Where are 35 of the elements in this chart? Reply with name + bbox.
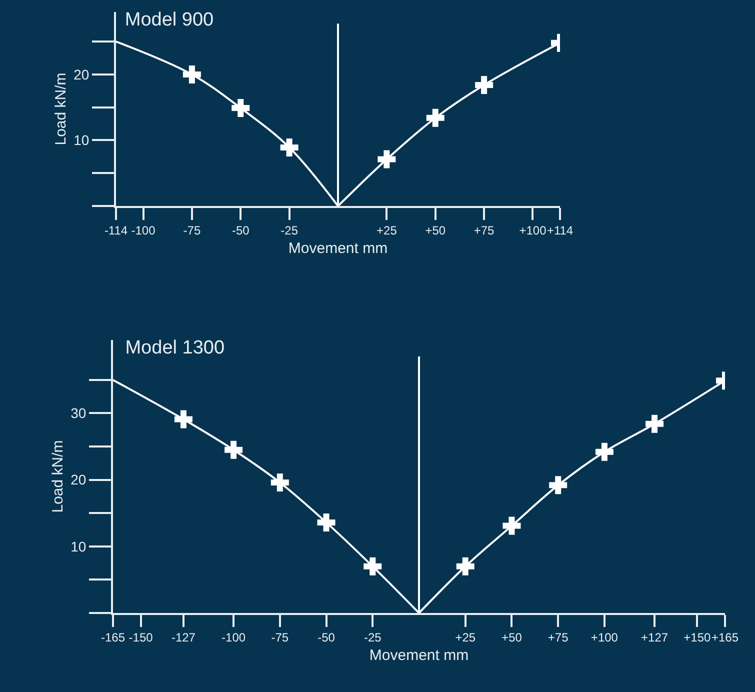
x-tick-label: -165 <box>100 630 126 644</box>
x-tick-label: -100 <box>131 223 156 238</box>
y-tick-label: 20 <box>70 472 86 488</box>
x-tick-label: -127 <box>171 630 196 644</box>
x-tick-label: +50 <box>425 223 446 238</box>
x-tick-label: -75 <box>183 223 201 238</box>
x-axis-title: Movement mm <box>369 646 469 664</box>
x-tick-label: -150 <box>128 630 154 644</box>
chart-title: Model 900 <box>124 9 214 30</box>
y-axis-title: Load kN/m <box>49 440 66 513</box>
x-tick-label: -75 <box>271 630 289 644</box>
y-tick-label: 10 <box>70 538 86 554</box>
x-tick-label: -100 <box>222 630 246 644</box>
chart-title: Model 1300 <box>125 337 225 358</box>
y-tick-label: 10 <box>74 132 90 148</box>
x-tick-label: -25 <box>280 223 298 238</box>
x-tick-label: +165 <box>711 630 739 644</box>
x-tick-label: +150 <box>684 630 712 644</box>
x-tick-label: +100 <box>590 630 618 644</box>
y-axis-title: Load kN/m <box>52 72 70 146</box>
x-axis-title: Movement mm <box>288 240 388 257</box>
x-tick-label: +114 <box>546 223 574 238</box>
x-tick-label: +75 <box>548 630 569 644</box>
x-tick-label: +75 <box>474 223 495 238</box>
x-tick-label: -114 <box>104 223 128 238</box>
x-tick-label: +25 <box>455 630 476 644</box>
y-tick-label: 30 <box>70 405 86 422</box>
x-tick-label: +100 <box>519 223 547 238</box>
x-tick-label: +25 <box>376 223 398 238</box>
x-tick-label: +127 <box>641 630 668 644</box>
x-tick-label: -25 <box>364 630 382 644</box>
x-tick-label: -50 <box>318 630 336 644</box>
x-tick-label: +50 <box>502 630 522 644</box>
x-tick-label: -50 <box>232 223 250 238</box>
y-tick-label: 20 <box>74 66 90 82</box>
